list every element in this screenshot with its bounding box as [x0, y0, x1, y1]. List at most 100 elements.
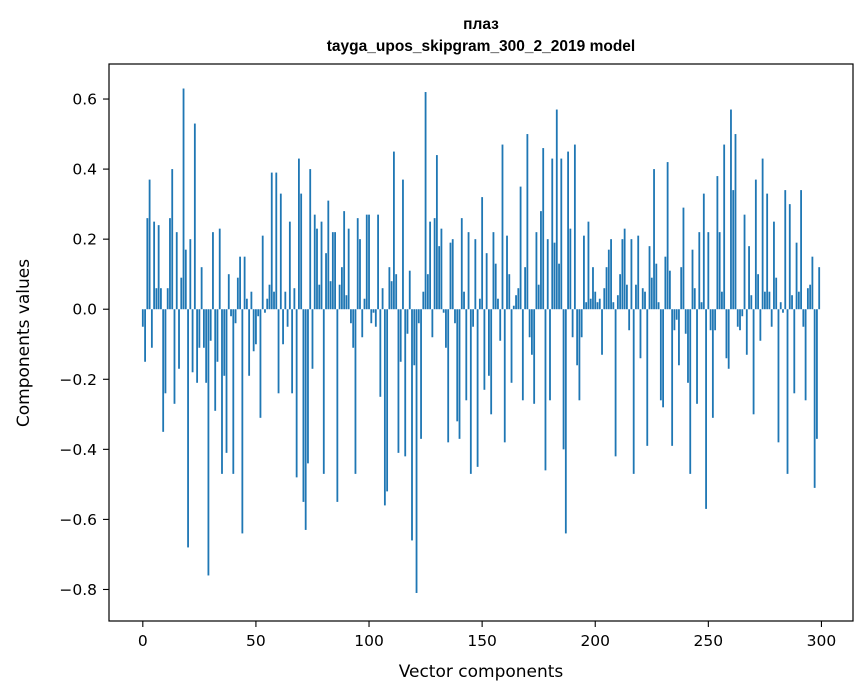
bar	[485, 253, 488, 310]
bar	[347, 228, 350, 310]
bar	[316, 228, 318, 310]
bar	[623, 228, 626, 310]
bar	[476, 309, 479, 467]
bar	[173, 309, 176, 404]
bar	[659, 309, 662, 401]
bar	[628, 309, 631, 331]
bar	[687, 309, 689, 383]
bar	[259, 309, 262, 418]
bar	[816, 309, 818, 439]
bar	[408, 270, 411, 310]
bar	[295, 309, 298, 478]
y-axis: −0.8 −0.6 −0.4 −0.2 0.0 0.2 0.4 0.6	[59, 91, 109, 599]
bar	[166, 288, 169, 310]
bar	[569, 228, 572, 310]
bar	[146, 218, 149, 310]
bar	[413, 309, 416, 366]
bar	[515, 295, 517, 310]
bar	[773, 221, 775, 310]
bar	[456, 309, 459, 422]
bar	[761, 158, 764, 310]
bar	[359, 239, 361, 310]
bar	[655, 263, 658, 310]
bar	[302, 309, 305, 502]
bar	[524, 267, 527, 310]
bar	[530, 309, 533, 355]
bar	[585, 302, 588, 310]
bar	[632, 309, 635, 474]
bar	[460, 218, 463, 310]
bar	[616, 295, 619, 310]
bar	[309, 169, 312, 310]
bar	[196, 309, 199, 383]
bar	[614, 309, 617, 457]
bar	[739, 309, 741, 331]
x-tick-label: 150	[467, 632, 497, 650]
bar	[426, 274, 429, 310]
bar	[671, 309, 674, 446]
bar	[212, 232, 214, 310]
bar	[499, 309, 502, 341]
bar	[675, 309, 678, 320]
bar	[797, 291, 800, 310]
bar	[601, 309, 603, 355]
bar	[553, 242, 556, 310]
bar	[368, 214, 370, 310]
bar	[621, 239, 624, 310]
bar	[445, 309, 447, 348]
bar	[300, 193, 303, 310]
bar	[331, 232, 334, 310]
bar	[381, 288, 384, 310]
bar	[469, 309, 472, 474]
bar	[200, 267, 203, 310]
bar	[508, 274, 511, 310]
bar	[596, 302, 599, 310]
bar	[666, 162, 669, 310]
bar	[234, 309, 237, 324]
bar	[227, 274, 230, 310]
bar	[788, 204, 791, 310]
bar	[644, 291, 646, 310]
bar	[546, 239, 549, 310]
bar	[313, 214, 316, 310]
bar	[791, 295, 793, 310]
bar	[779, 302, 782, 310]
bar	[435, 155, 438, 310]
bar	[714, 309, 717, 331]
bar	[264, 309, 266, 313]
bar	[560, 158, 563, 310]
bar	[350, 309, 352, 324]
bar	[164, 309, 167, 394]
bar	[664, 256, 667, 310]
x-tick-label: 0	[138, 632, 148, 650]
bar	[298, 158, 300, 310]
x-tick-label: 200	[580, 632, 610, 650]
bar	[141, 309, 144, 327]
bar	[329, 281, 332, 310]
bar	[451, 239, 454, 310]
bar	[386, 309, 389, 492]
bar	[383, 309, 386, 506]
bar	[148, 179, 151, 310]
bar	[438, 246, 441, 310]
y-tick-label: −0.4	[59, 441, 97, 459]
bar	[684, 309, 687, 334]
bar	[806, 288, 809, 310]
bar	[338, 284, 341, 310]
x-axis: 0 50 100 150 200 250 300	[138, 621, 836, 650]
bar	[379, 309, 382, 397]
bar	[721, 291, 723, 310]
y-tick-label: 0.4	[72, 161, 97, 179]
bar	[766, 193, 769, 310]
x-axis-label: Vector components	[399, 662, 564, 682]
bar	[528, 309, 531, 338]
bar	[184, 249, 187, 310]
bar	[397, 309, 400, 453]
bar	[768, 291, 771, 310]
x-tick-label: 50	[246, 632, 266, 650]
bar	[214, 309, 217, 411]
bar	[707, 232, 710, 310]
bar	[711, 309, 714, 418]
x-tick-label: 300	[807, 632, 837, 650]
bar	[693, 288, 696, 310]
